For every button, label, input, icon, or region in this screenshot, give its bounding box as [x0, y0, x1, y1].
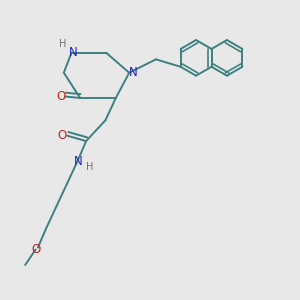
Text: O: O [58, 129, 67, 142]
Text: N: N [128, 66, 137, 79]
Text: O: O [31, 243, 40, 256]
Text: H: H [86, 162, 93, 172]
Text: N: N [69, 46, 78, 59]
Text: N: N [74, 155, 83, 168]
Text: O: O [56, 90, 65, 103]
Text: H: H [59, 40, 67, 50]
